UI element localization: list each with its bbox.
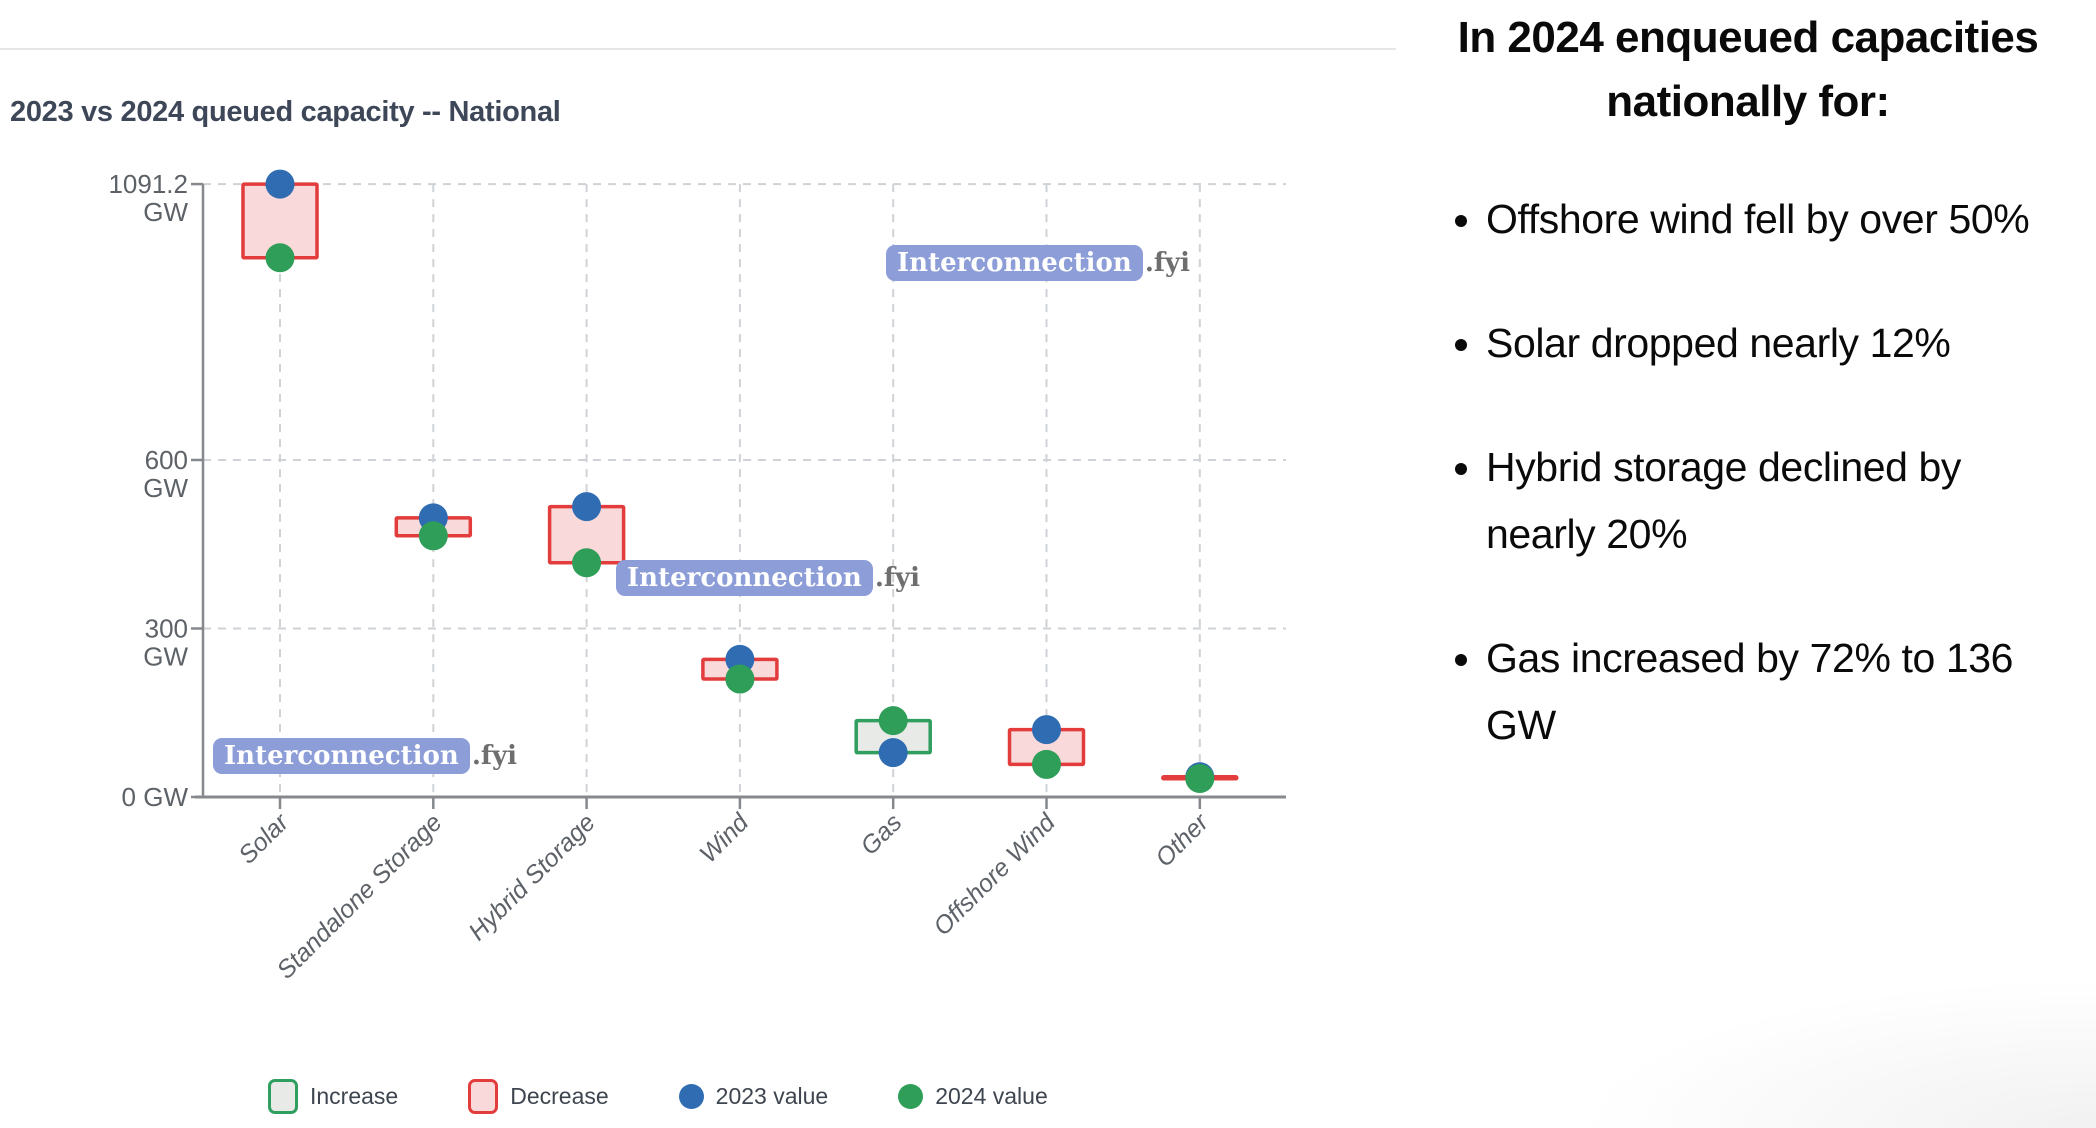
x-category-label: Solar bbox=[233, 807, 295, 869]
x-category-label: Other bbox=[1150, 807, 1215, 872]
chart-title: 2023 vs 2024 queued capacity -- National bbox=[10, 96, 561, 128]
dot-2024 bbox=[725, 664, 755, 694]
watermark-top-right: Interconnection .fyi bbox=[886, 245, 1190, 281]
legend-label: Increase bbox=[310, 1082, 399, 1109]
dot-2023 bbox=[572, 492, 602, 522]
bullet-item: Offshore wind fell by over 50% bbox=[1486, 186, 2062, 252]
legend-item-box-increase: Increase bbox=[268, 1078, 399, 1114]
y-tick-label: 1091.2 GW bbox=[108, 169, 188, 227]
summary-panel: In 2024 enqueued capacities nationally f… bbox=[1400, 0, 2096, 816]
legend-item-dot-2023: 2023 value bbox=[678, 1082, 829, 1110]
dot-2023 bbox=[265, 169, 295, 199]
panel-heading: In 2024 enqueued capacities nationally f… bbox=[1457, 13, 2039, 126]
dot-2024-swatch-icon bbox=[898, 1083, 924, 1109]
x-category-label: Wind bbox=[694, 808, 755, 869]
dot-2024 bbox=[1185, 763, 1215, 793]
dot-2023 bbox=[878, 738, 908, 768]
dot-2024 bbox=[418, 521, 448, 551]
watermark-suffix: .fyi bbox=[1144, 248, 1191, 278]
dot-2024 bbox=[265, 243, 295, 273]
bullet-item: Solar dropped nearly 12% bbox=[1486, 310, 2062, 376]
y-tick-label: 300 GW bbox=[143, 613, 188, 671]
dot-2024 bbox=[1032, 749, 1061, 779]
dot-2024 bbox=[572, 548, 602, 578]
legend-item-dot-2024: 2024 value bbox=[898, 1083, 1048, 1110]
watermark-pill: Interconnection bbox=[886, 245, 1143, 281]
box-increase-swatch-icon bbox=[268, 1078, 298, 1114]
x-category-label: Standalone Storage bbox=[271, 808, 447, 984]
watermark-pill: Interconnection bbox=[616, 560, 873, 596]
legend-item-box-decrease: Decrease bbox=[468, 1078, 609, 1114]
watermark-bottom-left: Interconnection .fyi bbox=[213, 738, 517, 774]
dot-2024 bbox=[878, 706, 908, 736]
panel-bullet-list: Offshore wind fell by over 50% Solar drop… bbox=[1400, 186, 2062, 758]
card-top-divider bbox=[0, 48, 1396, 50]
dot-2023 bbox=[1032, 715, 1061, 745]
watermark-suffix: .fyi bbox=[874, 563, 921, 593]
legend-label: 2023 value bbox=[715, 1082, 829, 1109]
chart-legend: Increase Decrease 2023 value 2024 value bbox=[268, 1076, 1268, 1116]
x-category-label: Offshore Wind bbox=[928, 808, 1061, 941]
legend-label: Decrease bbox=[510, 1082, 609, 1109]
watermark-pill: Interconnection bbox=[213, 738, 470, 774]
dot-2023-swatch-icon bbox=[678, 1083, 704, 1109]
legend-label: 2024 value bbox=[935, 1082, 1048, 1109]
x-category-label: Gas bbox=[855, 808, 907, 860]
y-tick-label: 0 GW bbox=[122, 782, 189, 812]
corner-shade bbox=[1576, 978, 2096, 1128]
watermark-middle: Interconnection .fyi bbox=[616, 560, 920, 596]
bullet-item: Hybrid storage declined by nearly 20% bbox=[1486, 434, 2062, 567]
watermark-suffix: .fyi bbox=[471, 741, 518, 771]
y-tick-label: 600 GW bbox=[143, 445, 188, 503]
box-decrease-swatch-icon bbox=[468, 1078, 499, 1114]
bullet-item: Gas increased by 72% to 136 GW bbox=[1486, 625, 2062, 758]
x-category-label: Hybrid Storage bbox=[463, 808, 601, 946]
